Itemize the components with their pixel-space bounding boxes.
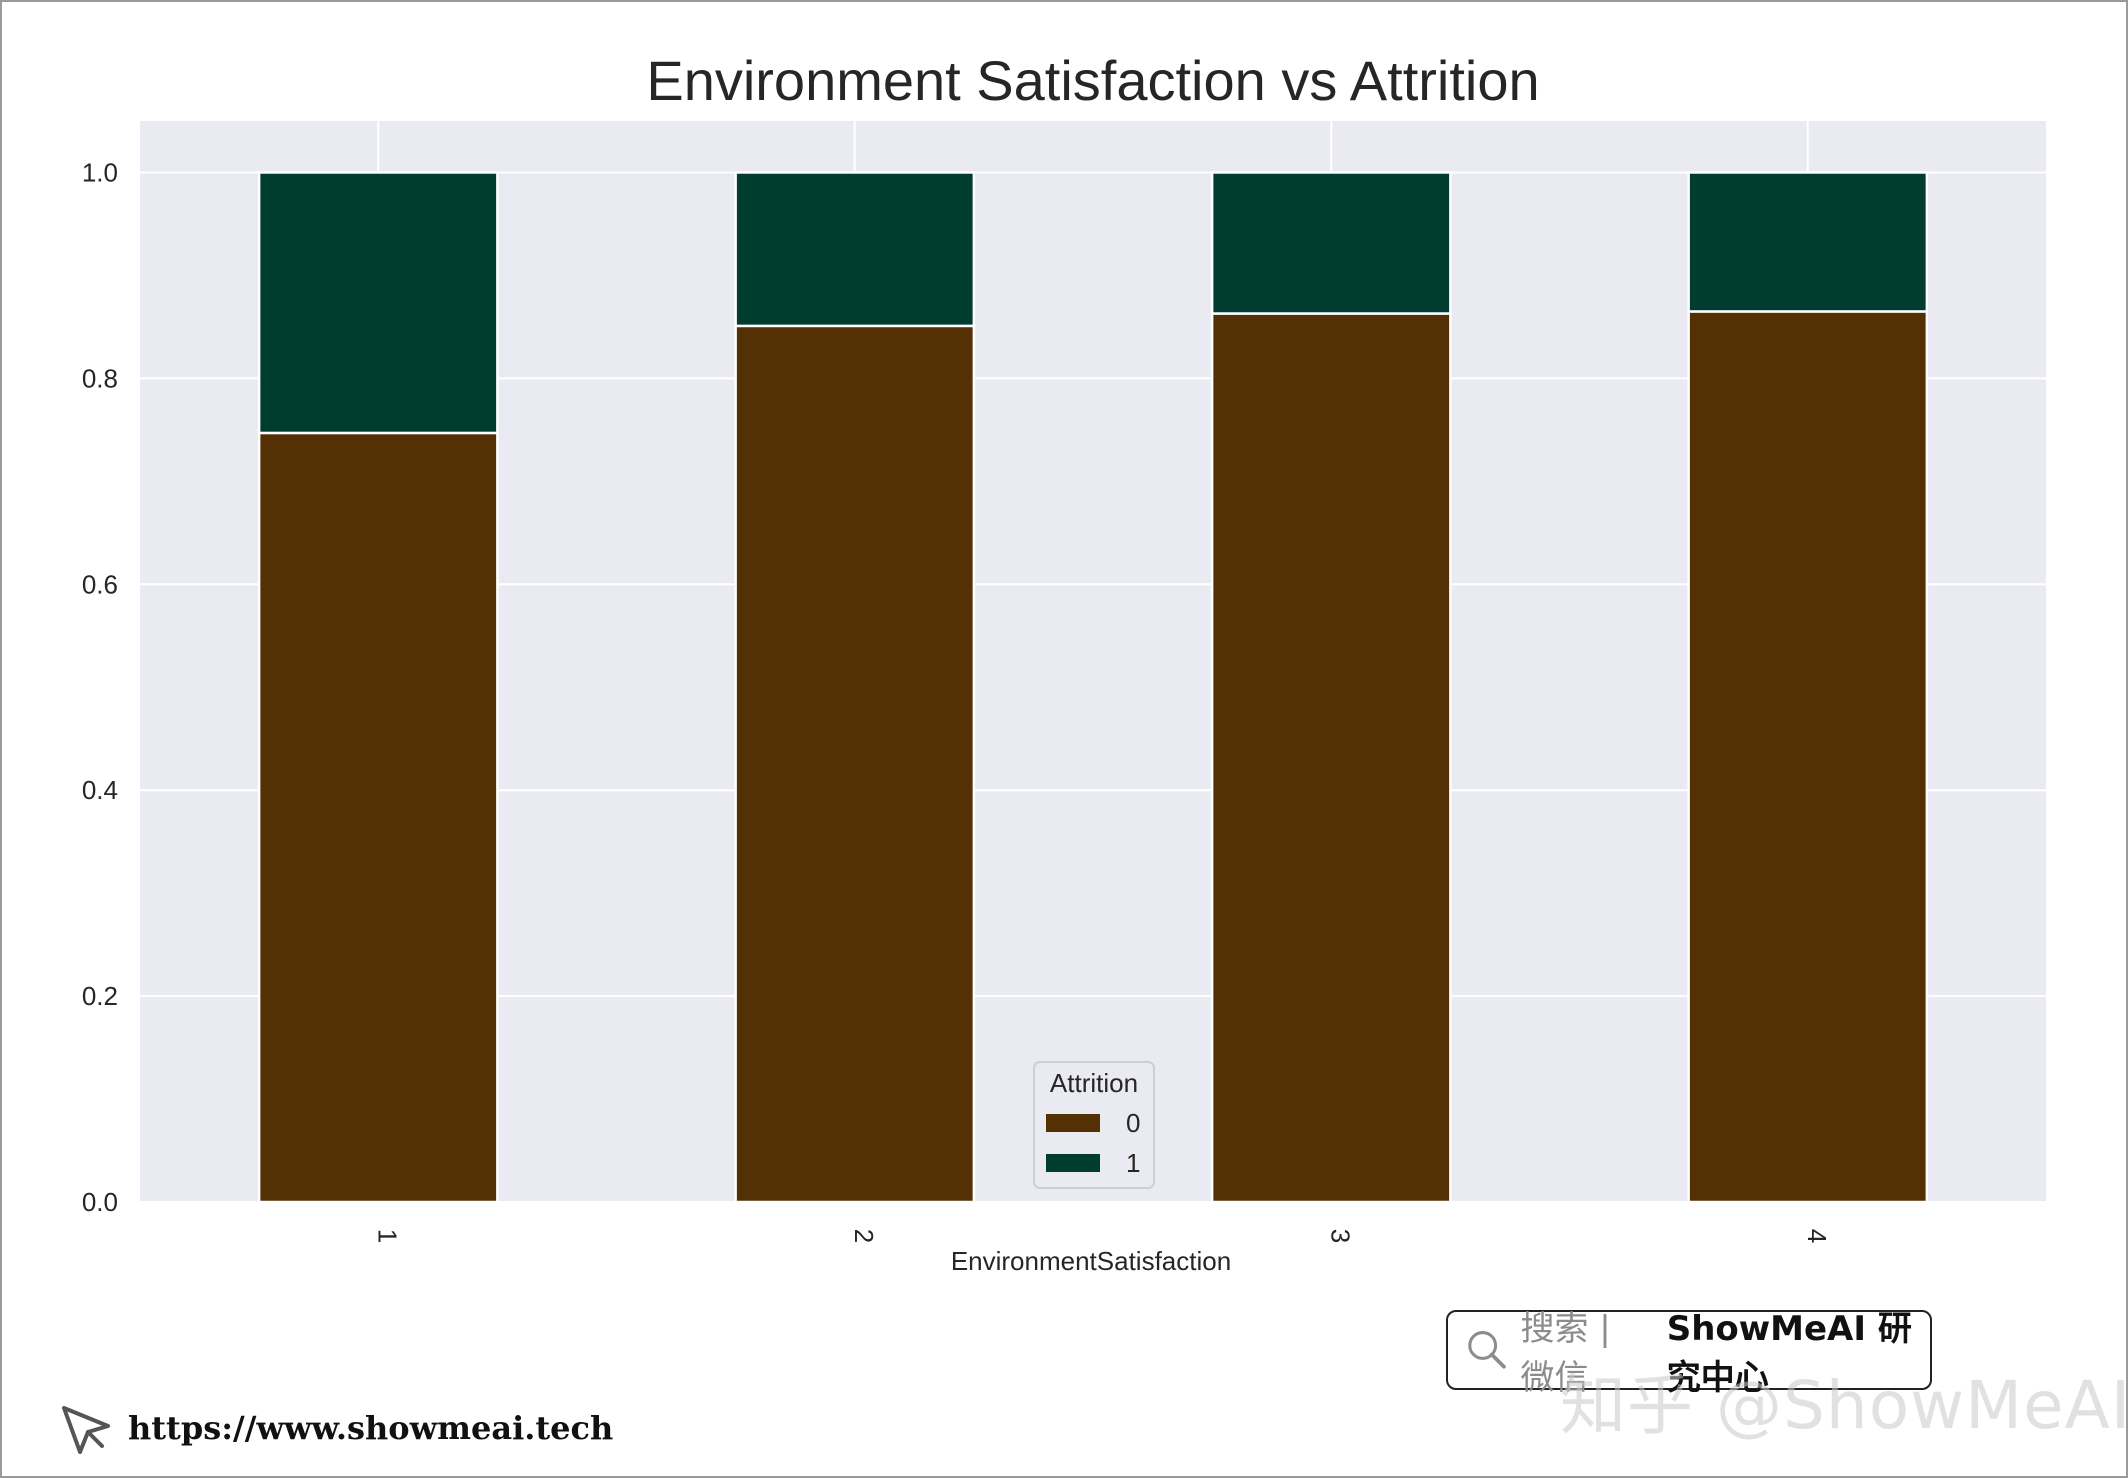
footer-url[interactable]: https://www.showmeai.tech xyxy=(128,1409,614,1447)
x-tick-label-1: 1 xyxy=(372,1229,402,1243)
legend-swatch-1 xyxy=(1046,1154,1100,1172)
bar-3-series-0 xyxy=(1210,312,1452,1204)
bar-2-series-1 xyxy=(734,171,976,328)
search-icon xyxy=(1468,1331,1506,1369)
legend-swatch-0 xyxy=(1046,1114,1100,1132)
y-tick-labels: 0.0 0.2 0.4 0.6 0.8 1.0 xyxy=(82,157,118,1217)
x-tick-label-2: 2 xyxy=(849,1229,879,1243)
chart-title: Environment Satisfaction vs Attrition xyxy=(646,49,1539,112)
legend-label-0: 0 xyxy=(1126,1108,1140,1138)
bar-1-series-0 xyxy=(257,431,499,1204)
legend-title: Attrition xyxy=(1050,1068,1138,1098)
y-tick-label-3: 0.6 xyxy=(82,569,118,599)
brand-name: ShowMeAI 研究中心 xyxy=(1666,1309,1912,1398)
brand-search-box: 搜索 | 微信 ShowMeAI 研究中心 xyxy=(1446,1309,1932,1398)
cursor-arrow-icon xyxy=(62,1406,110,1454)
y-tick-label-5: 1.0 xyxy=(82,157,118,187)
y-tick-label-0: 0.0 xyxy=(82,1187,118,1217)
x-tick-label-4: 4 xyxy=(1802,1229,1832,1243)
legend: Attrition 0 1 xyxy=(1033,1061,1155,1189)
bar-4-series-0 xyxy=(1687,310,1929,1204)
x-axis-label: EnvironmentSatisfaction xyxy=(951,1246,1231,1276)
y-tick-label-4: 0.8 xyxy=(82,363,118,393)
bar-1-series-1 xyxy=(257,171,499,435)
zhihu-watermark: 知乎 @ShowMeAI xyxy=(1560,1367,2128,1444)
legend-label-1: 1 xyxy=(1126,1148,1140,1178)
y-tick-label-2: 0.4 xyxy=(82,775,118,805)
bars-group xyxy=(257,171,1929,1204)
x-tick-label-3: 3 xyxy=(1325,1229,1355,1243)
y-tick-label-1: 0.2 xyxy=(82,981,118,1011)
bar-2-series-0 xyxy=(734,324,976,1204)
footer-link[interactable]: https://www.showmeai.tech xyxy=(58,1400,613,1456)
bar-3-series-1 xyxy=(1210,171,1452,315)
brand-search-text: 搜索 | 微信 xyxy=(1520,1309,1611,1398)
x-tick-labels: 1 2 3 4 xyxy=(372,1229,1832,1243)
bar-4-series-1 xyxy=(1687,171,1929,313)
